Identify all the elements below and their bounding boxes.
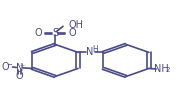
Text: O: O bbox=[15, 71, 23, 81]
Text: OH: OH bbox=[68, 20, 84, 30]
Text: O: O bbox=[1, 62, 9, 72]
Text: O: O bbox=[34, 28, 42, 38]
Text: 2: 2 bbox=[165, 67, 170, 73]
Text: H: H bbox=[92, 45, 98, 54]
Text: +: + bbox=[19, 63, 24, 68]
Text: NH: NH bbox=[154, 64, 168, 74]
Text: O: O bbox=[68, 28, 76, 38]
Text: N: N bbox=[16, 63, 23, 73]
Text: −: − bbox=[6, 62, 12, 68]
Text: N: N bbox=[86, 47, 93, 57]
Text: S: S bbox=[52, 28, 59, 38]
